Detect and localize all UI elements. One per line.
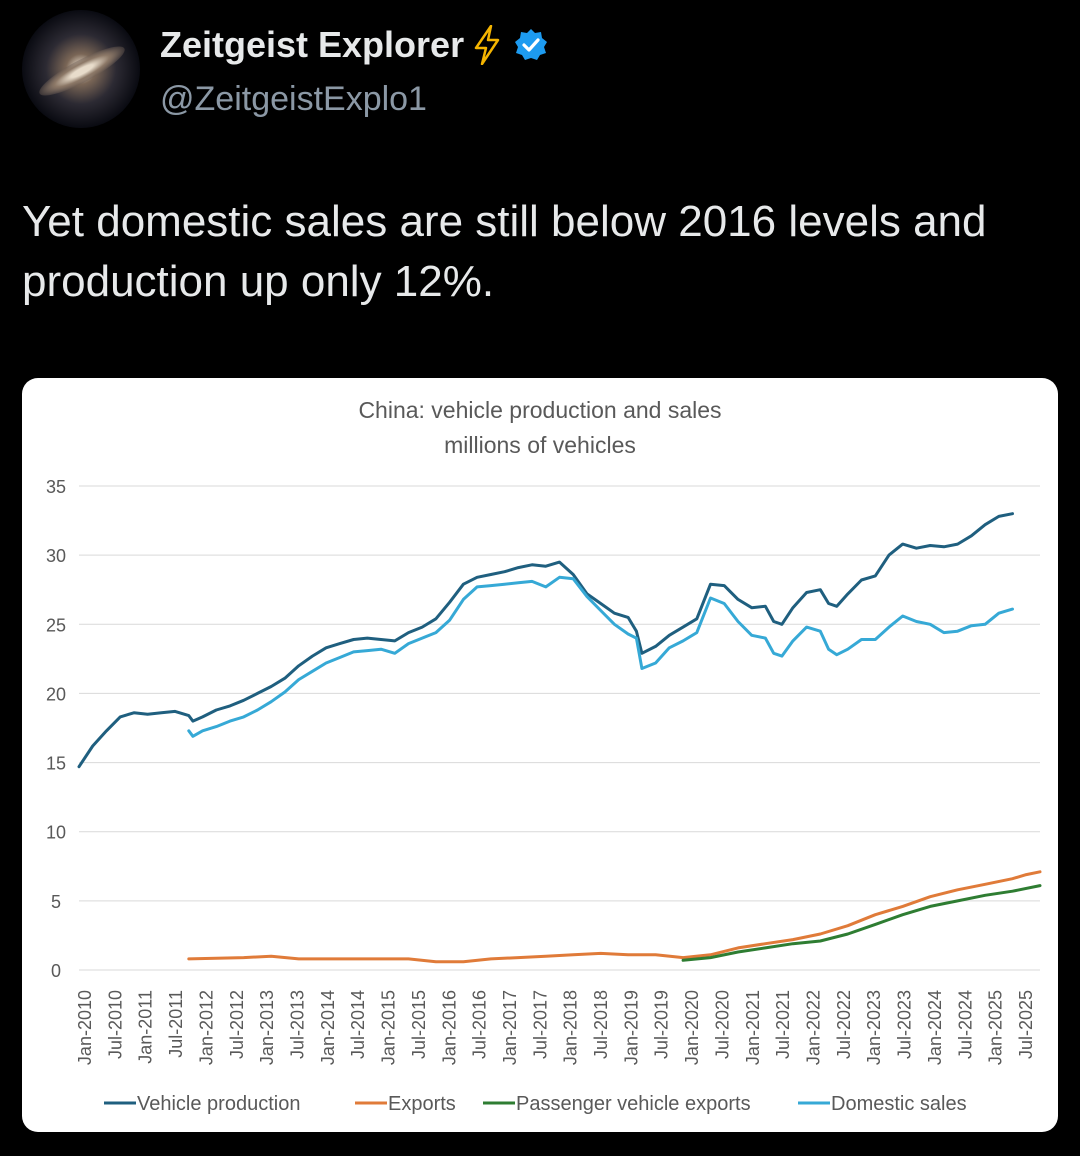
legend: Vehicle production Exports Passenger vehic… bbox=[104, 1093, 967, 1115]
x-tick-label: Jan-2015 bbox=[379, 990, 399, 1065]
series-line bbox=[681, 884, 1042, 962]
verified-badge-icon[interactable] bbox=[514, 28, 548, 62]
y-tick-label: 35 bbox=[46, 477, 66, 497]
legend-item[interactable]: Exports bbox=[355, 1093, 456, 1115]
x-tick-label: Jan-2011 bbox=[136, 990, 156, 1064]
x-tick-label: Jul-2011 bbox=[166, 990, 186, 1058]
x-tick-label: Jul-2025 bbox=[1016, 990, 1036, 1059]
x-tick-label: Jul-2021 bbox=[773, 990, 793, 1059]
x-tick-label: Jul-2010 bbox=[105, 990, 125, 1059]
x-tick-label: Jul-2015 bbox=[409, 990, 429, 1059]
series-line bbox=[77, 512, 1014, 769]
y-tick-label: 10 bbox=[46, 823, 66, 843]
x-tick-label: Jul-2016 bbox=[470, 990, 490, 1059]
x-tick-label: Jan-2021 bbox=[743, 990, 763, 1065]
x-tick-label: Jul-2013 bbox=[287, 990, 307, 1059]
x-tick-label: Jul-2020 bbox=[712, 990, 732, 1059]
x-tick-label: Jan-2020 bbox=[682, 990, 702, 1065]
y-tick-label: 0 bbox=[51, 961, 61, 981]
x-tick-label: Jul-2014 bbox=[348, 990, 368, 1059]
x-tick-label: Jan-2024 bbox=[925, 990, 945, 1065]
chart-subtitle: millions of vehicles bbox=[444, 432, 636, 458]
x-tick-label: Jan-2019 bbox=[621, 990, 641, 1065]
legend-label: Exports bbox=[388, 1093, 456, 1115]
x-tick-label: Jul-2023 bbox=[895, 990, 915, 1059]
avatar[interactable] bbox=[22, 10, 140, 128]
user-handle[interactable]: @ZeitgeistExplo1 bbox=[160, 80, 427, 118]
x-axis: Jan-2010 Jul-2010 Jan-2011 Jul-2011 Jan-2012… bbox=[75, 990, 1036, 1065]
legend-label: Passenger vehicle exports bbox=[516, 1093, 751, 1115]
y-axis: 0 5 10 15 20 25 30 35 bbox=[46, 477, 66, 981]
x-tick-label: Jul-2022 bbox=[834, 990, 854, 1059]
x-tick-label: Jul-2019 bbox=[652, 990, 672, 1059]
y-tick-label: 30 bbox=[46, 546, 66, 566]
series-lines bbox=[77, 512, 1042, 964]
x-tick-label: Jan-2017 bbox=[500, 990, 520, 1065]
x-tick-label: Jan-2022 bbox=[804, 990, 824, 1065]
x-tick-label: Jul-2018 bbox=[591, 990, 611, 1059]
legend-label: Vehicle production bbox=[137, 1093, 300, 1115]
name-row: Zeitgeist Explorer bbox=[160, 24, 548, 66]
line-chart: China: vehicle production and sales mill… bbox=[46, 397, 1042, 1115]
x-tick-label: Jul-2017 bbox=[530, 990, 550, 1059]
gridlines bbox=[79, 485, 1040, 971]
x-tick-label: Jul-2024 bbox=[955, 990, 975, 1059]
chart-title: China: vehicle production and sales bbox=[358, 397, 721, 423]
legend-label: Domestic sales bbox=[831, 1093, 967, 1115]
display-name[interactable]: Zeitgeist Explorer bbox=[160, 24, 465, 65]
x-tick-label: Jul-2012 bbox=[227, 990, 247, 1059]
y-tick-label: 20 bbox=[46, 684, 66, 704]
series-line bbox=[187, 870, 1042, 964]
legend-item[interactable]: Domestic sales bbox=[798, 1093, 967, 1115]
series-line bbox=[187, 575, 1014, 738]
lightning-bolt-icon bbox=[474, 25, 500, 65]
x-tick-label: Jan-2023 bbox=[864, 990, 884, 1065]
y-tick-label: 25 bbox=[46, 615, 66, 635]
chart-card[interactable]: China: vehicle production and sales mill… bbox=[22, 378, 1058, 1132]
x-tick-label: Jan-2012 bbox=[196, 990, 216, 1065]
x-tick-label: Jan-2010 bbox=[75, 990, 95, 1065]
post-text: Yet domestic sales are still below 2016 … bbox=[22, 197, 987, 306]
y-tick-label: 15 bbox=[46, 754, 66, 774]
x-tick-label: Jan-2016 bbox=[439, 990, 459, 1065]
legend-item[interactable]: Passenger vehicle exports bbox=[483, 1093, 751, 1115]
x-tick-label: Jan-2025 bbox=[986, 990, 1006, 1065]
post-header: Zeitgeist Explorer @ZeitgeistExplo1 bbox=[22, 10, 1062, 130]
y-tick-label: 5 bbox=[51, 892, 61, 912]
x-tick-label: Jan-2014 bbox=[318, 990, 338, 1065]
x-tick-label: Jan-2013 bbox=[257, 990, 277, 1065]
legend-item[interactable]: Vehicle production bbox=[104, 1093, 300, 1115]
x-tick-label: Jan-2018 bbox=[561, 990, 581, 1065]
